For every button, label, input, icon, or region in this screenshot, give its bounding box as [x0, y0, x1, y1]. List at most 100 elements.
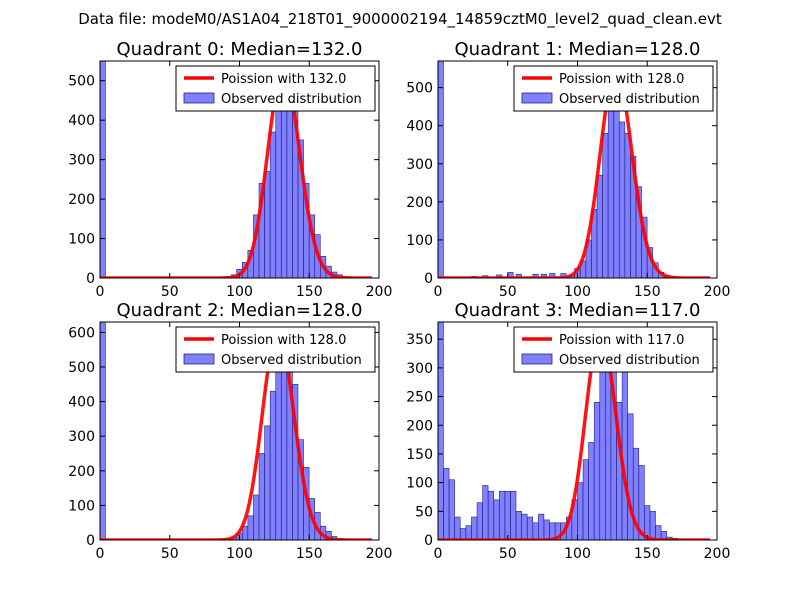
x-tick-label: 100 [226, 284, 253, 300]
legend-box [513, 326, 714, 373]
histogram-bar [660, 531, 667, 540]
histogram-bar [515, 273, 522, 278]
y-tick-label: 0 [86, 271, 95, 287]
y-tick-label: 100 [68, 232, 95, 248]
x-tick-label: 50 [499, 546, 517, 562]
y-tick-label: 100 [406, 476, 433, 492]
histogram-bar [269, 390, 276, 540]
histogram-bar [532, 522, 539, 540]
histogram-bar [264, 425, 271, 540]
histogram-bar [540, 273, 547, 278]
chart-panel-2: 0 50 100 150 200 0 100 200 300 400 500 600 Quadrant … [68, 300, 392, 562]
chart-panel-0: 0 50 100 150 200 0 100 200 300 400 500 Quadrant 0: … [68, 39, 392, 300]
histogram-bar [613, 87, 620, 278]
x-tick-label: 0 [434, 546, 443, 562]
poisson-curve [100, 69, 373, 278]
y-tick-label: 200 [68, 464, 95, 480]
x-tick-label: 0 [96, 284, 105, 300]
y-tick-label: 0 [424, 533, 433, 549]
histogram-bar [471, 516, 478, 540]
y-tick-label: 100 [406, 233, 433, 249]
y-tick-label: 500 [68, 360, 95, 376]
y-tick-label: 300 [68, 153, 95, 169]
legend-line-label: Poission with 128.0 [559, 72, 684, 87]
x-tick-label: 100 [226, 546, 253, 562]
histogram-bar [607, 98, 614, 278]
y-tick-label: 50 [415, 504, 433, 520]
x-tick-label: 150 [634, 546, 661, 562]
histogram-bar [627, 413, 634, 540]
histogram-bar [649, 511, 656, 540]
x-tick-label: 200 [366, 284, 393, 300]
histogram-bar [258, 453, 265, 540]
histogram-bar [510, 490, 517, 540]
y-tick-label: 400 [68, 395, 95, 411]
y-tick-label: 200 [406, 195, 433, 211]
figure-suptitle: Data file: modeM0/AS1A04_218T01_90000021… [78, 10, 722, 29]
legend: Poission with 128.0 Observed distribution [513, 65, 714, 112]
legend-bar-label: Observed distribution [221, 92, 362, 107]
x-tick-label: 50 [161, 284, 179, 300]
histogram-bar [596, 174, 603, 278]
x-tick-label: 150 [296, 284, 323, 300]
histogram-bar [454, 516, 461, 540]
chart-title: Quadrant 1: Median=128.0 [455, 39, 701, 60]
histogram-bar [264, 171, 271, 278]
histogram-bar [443, 467, 450, 540]
y-tick-label: 350 [406, 332, 433, 348]
histogram-bar [482, 485, 489, 540]
histogram-bar [515, 511, 522, 540]
x-tick-label: 200 [704, 284, 731, 300]
poisson-curve [438, 68, 711, 278]
legend-box [175, 326, 376, 373]
y-tick-label: 300 [406, 361, 433, 377]
legend-bar-label: Observed distribution [559, 353, 700, 368]
histogram-bar [281, 104, 288, 278]
legend: Poission with 132.0 Observed distribution [175, 65, 376, 112]
histogram-bar [499, 490, 506, 540]
y-tick-label: 0 [86, 533, 95, 549]
y-tick-label: 600 [68, 325, 95, 341]
y-tick-label: 200 [406, 418, 433, 434]
histogram-bar [465, 525, 472, 540]
histogram-bar [624, 133, 631, 278]
y-tick-label: 150 [406, 447, 433, 463]
histogram-bar [438, 61, 444, 278]
histogram-bar [281, 366, 288, 540]
legend-bar-swatch [521, 353, 553, 365]
x-tick-label: 0 [434, 284, 443, 300]
histogram-bar [599, 367, 606, 540]
legend-line-label: Poission with 128.0 [221, 333, 346, 348]
histogram-bar [593, 402, 600, 540]
histogram-bar [476, 502, 483, 540]
x-tick-label: 50 [161, 546, 179, 562]
plot-area [438, 61, 711, 278]
histogram-bar [275, 92, 282, 278]
histogram-bar [588, 442, 595, 540]
histogram-bar [619, 121, 626, 278]
x-tick-label: 100 [564, 284, 591, 300]
chart-title: Quadrant 2: Median=128.0 [117, 300, 363, 321]
x-tick-label: 150 [296, 546, 323, 562]
histogram-bar [638, 465, 645, 540]
histogram-bar [532, 273, 539, 278]
histogram-bar [582, 459, 589, 540]
histogram-bar [487, 490, 494, 540]
legend: Poission with 117.0 Observed distribution [513, 326, 714, 373]
plot-area [100, 322, 373, 540]
legend-bar-label: Observed distribution [559, 92, 700, 107]
histogram-bar [100, 61, 106, 278]
chart-panel-3: 0 50 100 150 200 0 50 100 150 200 250 300 350 Quadran… [406, 300, 730, 562]
y-tick-label: 400 [406, 119, 433, 135]
legend-bar-swatch [521, 92, 553, 104]
x-tick-label: 200 [704, 546, 731, 562]
y-tick-label: 300 [406, 157, 433, 173]
histogram-bar [269, 131, 276, 278]
histogram-bar [504, 490, 511, 540]
y-tick-label: 100 [68, 498, 95, 514]
histogram-bar [521, 513, 528, 540]
y-tick-label: 500 [68, 74, 95, 90]
histogram-bar [438, 322, 444, 540]
x-tick-label: 100 [564, 546, 591, 562]
